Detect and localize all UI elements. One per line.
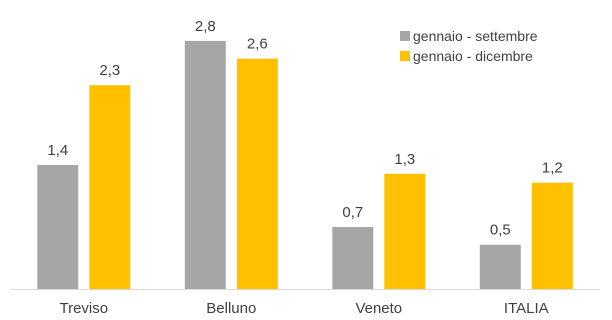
bar-treviso-series-1 (37, 165, 79, 289)
category-label-italia: ITALIA (504, 300, 549, 317)
legend-item-series-1: gennaio - settembre (400, 26, 538, 46)
bars-group (37, 40, 573, 290)
bar-veneto-series-1 (332, 227, 374, 289)
legend-swatch-series-2 (400, 51, 410, 61)
legend-swatch-series-1 (400, 31, 410, 41)
bar-veneto-series-2 (384, 173, 426, 289)
bar-belluno-series-2 (236, 58, 278, 289)
value-labels-group: 1,4 2,3 2,8 2,6 0,7 1,3 0,5 1,2 (47, 18, 562, 239)
value-label-italia-series-1: 0,5 (490, 222, 511, 239)
value-label-treviso-series-2: 2,3 (99, 62, 120, 79)
legend: gennaio - settembre gennaio - dicembre (400, 26, 538, 66)
value-label-veneto-series-2: 1,3 (394, 151, 415, 168)
value-label-treviso-series-1: 1,4 (47, 142, 68, 159)
value-label-veneto-series-1: 0,7 (342, 204, 363, 221)
value-label-belluno-series-2: 2,6 (247, 36, 268, 53)
category-label-veneto: Veneto (355, 300, 402, 317)
category-label-treviso: Treviso (59, 300, 108, 317)
bar-italia-series-1 (479, 244, 521, 289)
category-label-belluno: Belluno (206, 300, 256, 317)
bar-treviso-series-2 (89, 85, 131, 289)
category-labels-group: Treviso Belluno Veneto ITALIA (59, 300, 548, 317)
legend-label-series-1: gennaio - settembre (413, 28, 538, 44)
value-label-belluno-series-1: 2,8 (195, 18, 216, 35)
bar-belluno-series-1 (184, 40, 226, 290)
legend-label-series-2: gennaio - dicembre (413, 48, 533, 64)
legend-item-series-2: gennaio - dicembre (400, 46, 538, 66)
bar-italia-series-2 (531, 182, 573, 289)
value-label-italia-series-2: 1,2 (542, 160, 563, 177)
